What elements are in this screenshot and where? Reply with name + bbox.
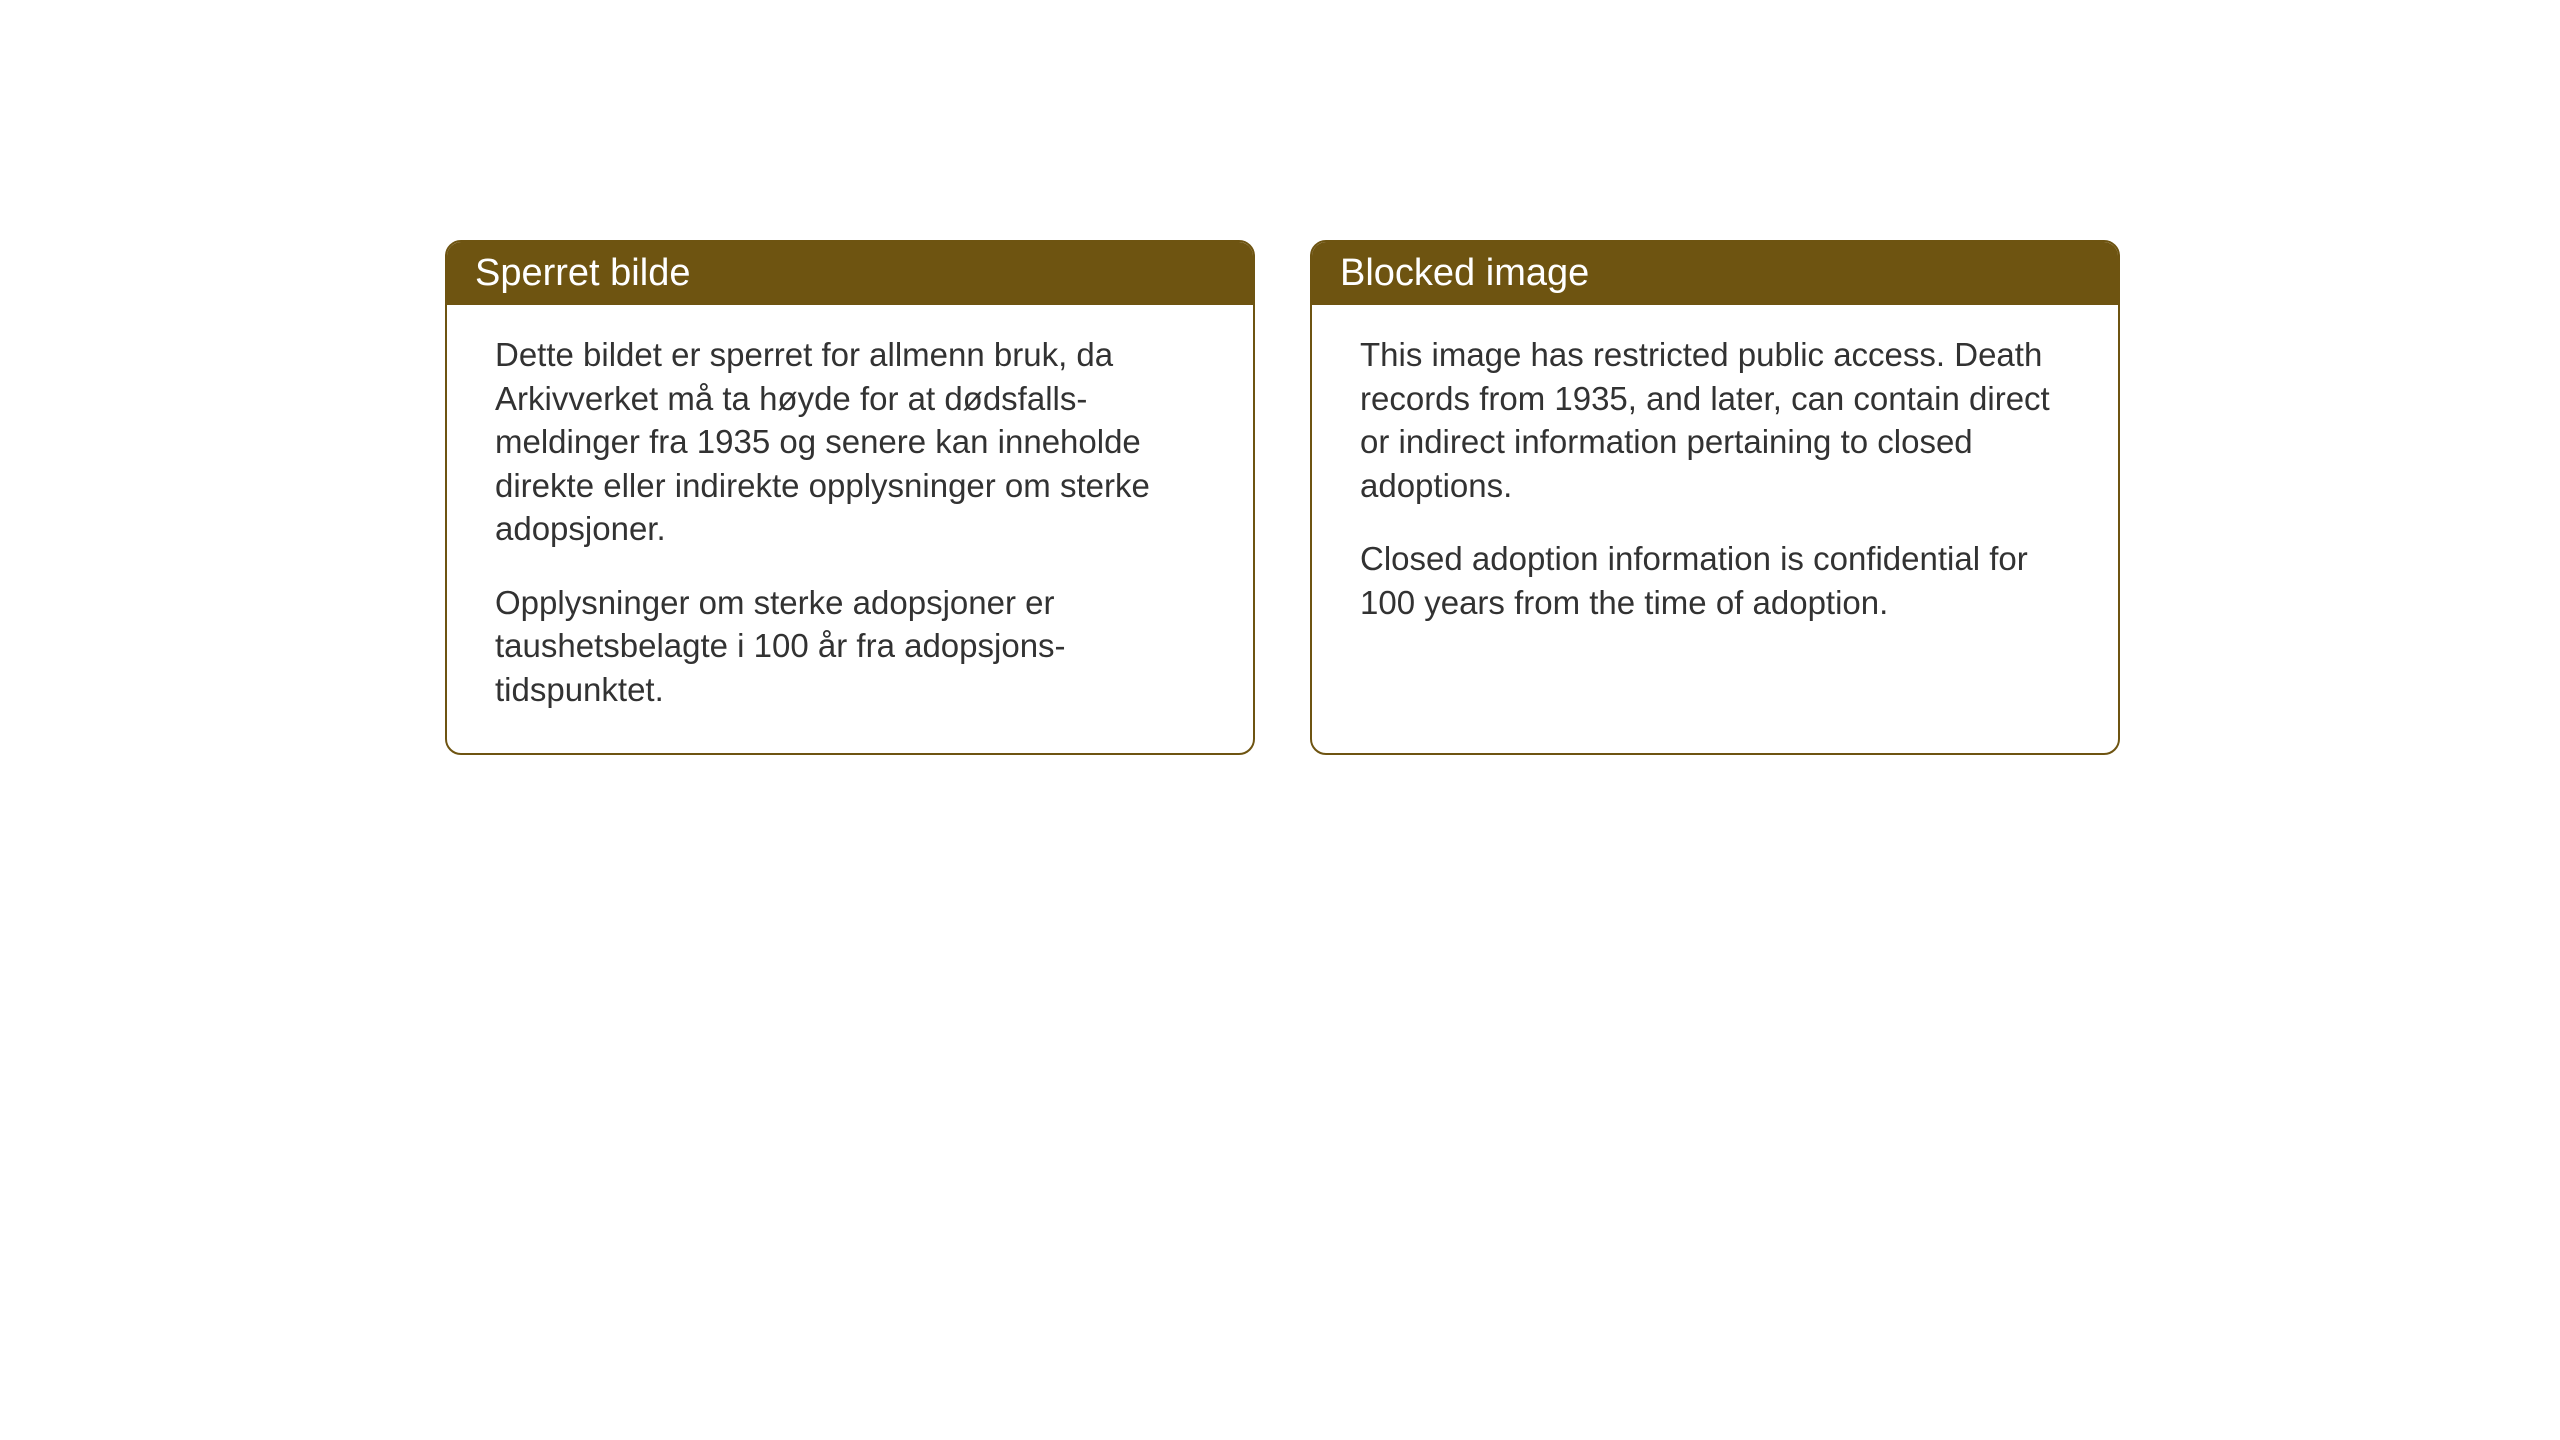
card-header: Blocked image (1312, 242, 2118, 305)
notice-container: Sperret bilde Dette bildet er sperret fo… (445, 240, 2120, 755)
card-paragraph: Dette bildet er sperret for allmenn bruk… (495, 333, 1205, 551)
card-paragraph: Closed adoption information is confident… (1360, 537, 2070, 624)
notice-card-english: Blocked image This image has restricted … (1310, 240, 2120, 755)
notice-card-norwegian: Sperret bilde Dette bildet er sperret fo… (445, 240, 1255, 755)
card-title: Sperret bilde (475, 252, 690, 294)
card-paragraph: Opplysninger om sterke adopsjoner er tau… (495, 581, 1205, 712)
card-body: This image has restricted public access.… (1312, 305, 2118, 666)
card-header: Sperret bilde (447, 242, 1253, 305)
card-body: Dette bildet er sperret for allmenn bruk… (447, 305, 1253, 753)
card-paragraph: This image has restricted public access.… (1360, 333, 2070, 507)
card-title: Blocked image (1340, 252, 1589, 294)
